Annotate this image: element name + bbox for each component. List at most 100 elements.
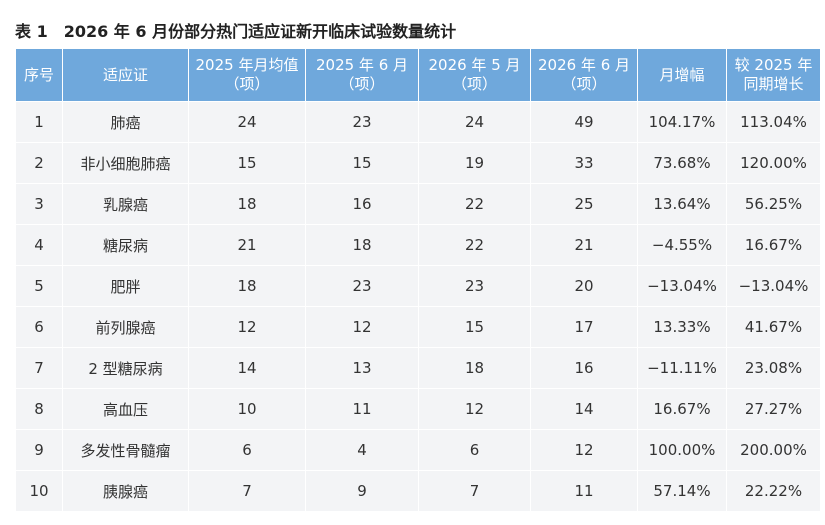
table-cell: 12 <box>188 306 306 348</box>
table-cell: 非小细胞肺癌 <box>62 142 189 184</box>
table-row: 1 肺癌 24 23 24 49 104.17% 113.04% <box>15 101 821 143</box>
header-text: （项） <box>224 75 270 93</box>
table-cell: 21 <box>188 224 306 266</box>
table-cell: 22 <box>418 183 531 225</box>
table-cell: 56.25% <box>726 183 821 225</box>
table-cell: 6 <box>15 306 63 348</box>
table-cell: 16.67% <box>637 388 727 430</box>
table-cell: 16 <box>530 347 638 389</box>
table-row: 9 多发性骨髓瘤 6 4 6 12 100.00% 200.00% <box>15 429 821 471</box>
table-cell: 肺癌 <box>62 101 189 143</box>
table-cell: 1 <box>15 101 63 143</box>
table-row: 8 高血压 10 11 12 14 16.67% 27.27% <box>15 388 821 430</box>
header-cell: 适应证 <box>62 48 189 102</box>
header-text: 2026 年 6 月 <box>537 56 631 74</box>
table-cell: 15 <box>418 306 531 348</box>
table-cell: 14 <box>188 347 306 389</box>
header-text: 较 2025 年 <box>734 56 813 74</box>
table-cell: 17 <box>530 306 638 348</box>
table-cell: 12 <box>530 429 638 471</box>
table-cell: 6 <box>188 429 306 471</box>
table-cell: 7 <box>418 470 531 512</box>
header-text: （项） <box>561 75 607 93</box>
table-row: 10 胰腺癌 7 9 7 11 57.14% 22.22% <box>15 470 821 512</box>
table-cell: 胰腺癌 <box>62 470 189 512</box>
table-cell: 4 <box>305 429 419 471</box>
table-cell: 12 <box>418 388 531 430</box>
table-cell: 24 <box>418 101 531 143</box>
table-cell: 12 <box>305 306 419 348</box>
table-cell: 104.17% <box>637 101 727 143</box>
table-cell: 10 <box>188 388 306 430</box>
table-cell: 33 <box>530 142 638 184</box>
table-body: 1 肺癌 24 23 24 49 104.17% 113.04% 2 非小细胞肺癌 15 15 19 33… <box>15 101 821 512</box>
table-cell: 16.67% <box>726 224 821 266</box>
table-cell: −11.11% <box>637 347 727 389</box>
table-cell: 7 <box>188 470 306 512</box>
table-cell: 5 <box>15 265 63 307</box>
table-cell: 18 <box>418 347 531 389</box>
header-cell: 序号 <box>15 48 63 102</box>
table-row: 2 非小细胞肺癌 15 15 19 33 73.68% 120.00% <box>15 142 821 184</box>
header-text: 2025 年月均值 <box>195 56 299 74</box>
table-cell: 25 <box>530 183 638 225</box>
table-cell: 9 <box>305 470 419 512</box>
data-table: 序号 适应证 2025 年月均值 （项） 2025 年 6 月（项） 2026 年 5 月… <box>15 48 821 512</box>
table-cell: 13 <box>305 347 419 389</box>
table-row: 4 糖尿病 21 18 22 21 −4.55% 16.67% <box>15 224 821 266</box>
table-row: 6 前列腺癌 12 12 15 17 13.33% 41.67% <box>15 306 821 348</box>
table-cell: 13.33% <box>637 306 727 348</box>
table-cell: 49 <box>530 101 638 143</box>
table-cell: −13.04% <box>726 265 821 307</box>
table-cell: 7 <box>15 347 63 389</box>
table-cell: 18 <box>305 224 419 266</box>
header-text: 同期增长 <box>743 75 804 93</box>
table-cell: 3 <box>15 183 63 225</box>
table-cell: 27.27% <box>726 388 821 430</box>
table-cell: 21 <box>530 224 638 266</box>
table-cell: 高血压 <box>62 388 189 430</box>
table-cell: 100.00% <box>637 429 727 471</box>
header-text: 2026 年 5 月 <box>428 56 521 74</box>
table-cell: 2 <box>15 142 63 184</box>
table-cell: 8 <box>15 388 63 430</box>
table-cell: 113.04% <box>726 101 821 143</box>
header-text: （项） <box>339 75 385 93</box>
header-text: 月增幅 <box>659 65 705 84</box>
table-cell: 19 <box>418 142 531 184</box>
table-cell: 15 <box>305 142 419 184</box>
header-cell: 月增幅 <box>637 48 727 102</box>
table-cell: 4 <box>15 224 63 266</box>
table-cell: 41.67% <box>726 306 821 348</box>
table-cell: 乳腺癌 <box>62 183 189 225</box>
table-cell: 73.68% <box>637 142 727 184</box>
header-cell: 2025 年月均值 （项） <box>188 48 306 102</box>
table-cell: 14 <box>530 388 638 430</box>
table-cell: 120.00% <box>726 142 821 184</box>
table-row: 3 乳腺癌 18 16 22 25 13.64% 56.25% <box>15 183 821 225</box>
header-cell: 2025 年 6 月（项） <box>305 48 419 102</box>
table-cell: 57.14% <box>637 470 727 512</box>
header-row: 序号 适应证 2025 年月均值 （项） 2025 年 6 月（项） 2026 年 5 月… <box>15 48 821 102</box>
table-cell: 20 <box>530 265 638 307</box>
table-cell: 2 型糖尿病 <box>62 347 189 389</box>
table-cell: 23 <box>418 265 531 307</box>
header-text: 序号 <box>23 65 54 84</box>
header-text: 2025 年 6 月 <box>315 56 409 74</box>
table-cell: −13.04% <box>637 265 727 307</box>
table-title: 表 1 2026 年 6 月份部分热门适应证新开临床试验数量统计 <box>15 22 457 41</box>
header-cell: 2026 年 6 月（项） <box>530 48 638 102</box>
table-cell: 糖尿病 <box>62 224 189 266</box>
table-cell: 18 <box>188 265 306 307</box>
table-cell: 前列腺癌 <box>62 306 189 348</box>
table-cell: 23.08% <box>726 347 821 389</box>
table-cell: 22.22% <box>726 470 821 512</box>
table-cell: 23 <box>305 265 419 307</box>
header-text: （项） <box>451 75 497 93</box>
table-cell: 11 <box>305 388 419 430</box>
table-cell: 24 <box>188 101 306 143</box>
table-cell: 23 <box>305 101 419 143</box>
table-cell: 18 <box>188 183 306 225</box>
